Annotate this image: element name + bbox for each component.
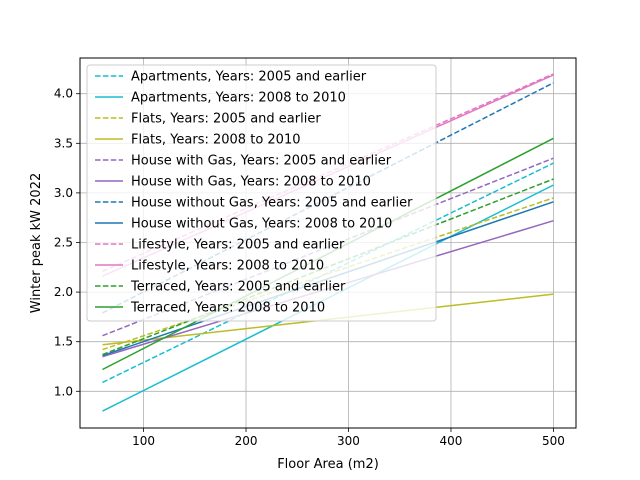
y-tick-label: 4.0 [54, 87, 73, 101]
legend-label: House with Gas, Years: 2005 and earlier [131, 154, 392, 169]
legend-label: House without Gas, Years: 2008 to 2010 [131, 217, 392, 232]
x-tick-label: 200 [235, 434, 258, 448]
y-tick-label: 2.0 [54, 285, 73, 299]
legend: Apartments, Years: 2005 and earlier Apart… [86, 64, 437, 322]
x-axis: 100 200 300 400 500 [132, 428, 565, 448]
x-tick-label: 500 [542, 434, 565, 448]
y-tick-label: 3.0 [54, 186, 73, 200]
legend-label: Flats, Years: 2005 and earlier [131, 112, 321, 127]
x-tick-label: 300 [337, 434, 360, 448]
y-tick-label: 1.5 [54, 335, 73, 349]
legend-label: Lifestyle, Years: 2005 and earlier [131, 238, 345, 253]
y-tick-label: 3.5 [54, 136, 73, 150]
legend-label: Terraced, Years: 2005 and earlier [130, 280, 346, 295]
legend-label: Terraced, Years: 2008 to 2010 [130, 301, 325, 316]
legend-label: House with Gas, Years: 2008 to 2010 [131, 175, 371, 190]
legend-box [86, 64, 437, 322]
y-tick-label: 2.5 [54, 236, 73, 250]
x-axis-label: Floor Area (m2) [277, 457, 379, 472]
legend-label: Apartments, Years: 2008 to 2010 [131, 91, 346, 106]
x-tick-label: 100 [132, 434, 155, 448]
plot-frame [79, 57, 577, 429]
legend-label: House without Gas, Years: 2005 and earli… [131, 196, 413, 211]
legend-label: Flats, Years: 2008 to 2010 [131, 133, 300, 148]
y-axis-label: Winter peak kW 2022 [29, 173, 44, 313]
y-tick-label: 1.0 [54, 384, 73, 398]
legend-label: Lifestyle, Years: 2008 to 2010 [131, 259, 324, 274]
series-line-1 [102, 162, 554, 384]
legend-label: Apartments, Years: 2005 and earlier [131, 70, 367, 85]
x-tick-label: 400 [440, 434, 463, 448]
y-axis: 1.0 1.5 2.0 2.5 3.0 3.5 4.0 [54, 87, 80, 398]
